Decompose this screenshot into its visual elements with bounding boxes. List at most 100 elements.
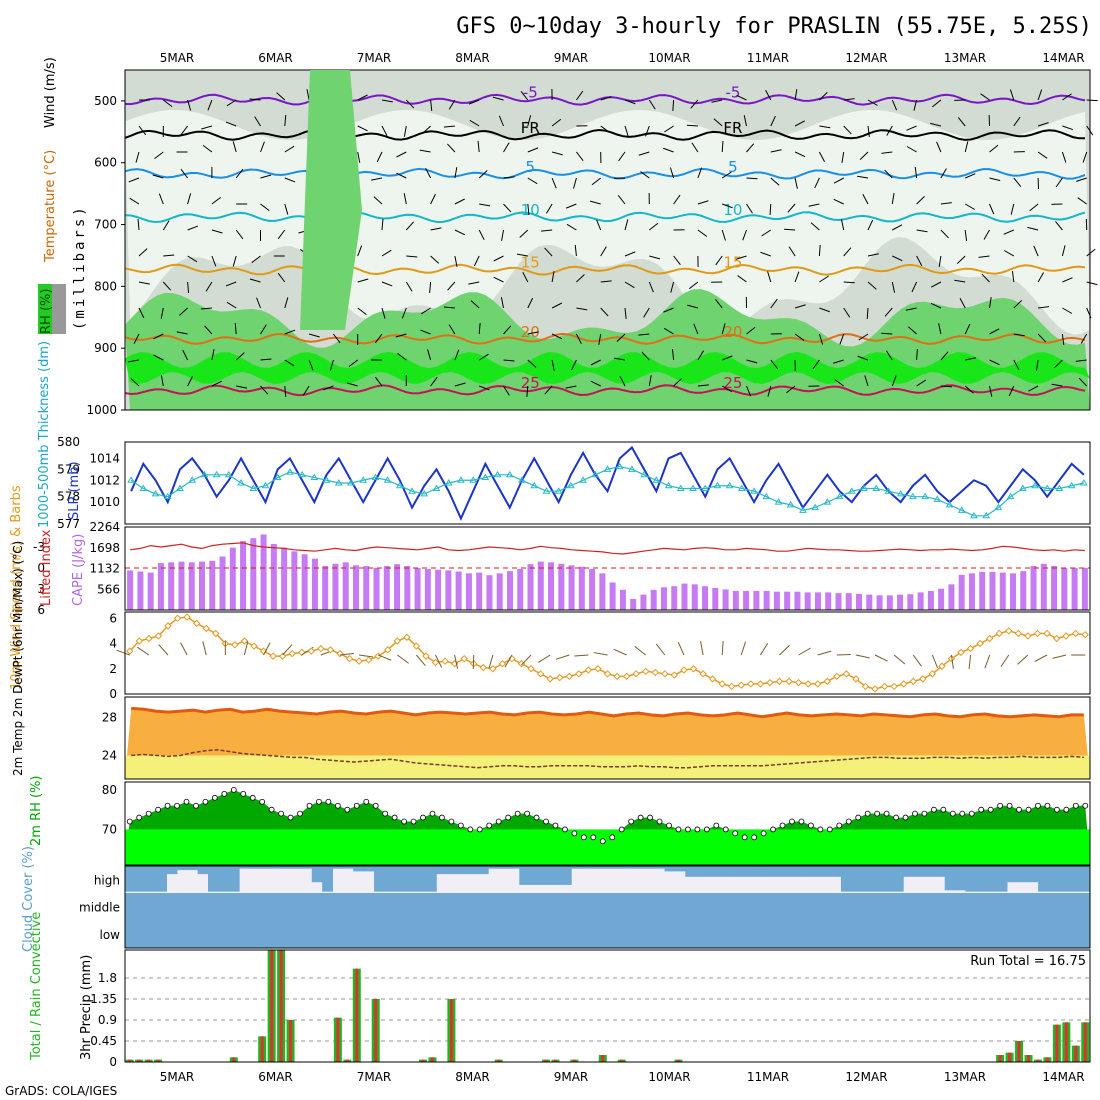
wind-barb <box>1054 359 1063 369</box>
wind-speed-point <box>1062 632 1070 640</box>
cloud-cell <box>861 920 873 948</box>
wind-barb <box>819 125 831 129</box>
cloud-cell <box>840 893 852 920</box>
wind-barb <box>576 307 588 311</box>
rh-point <box>666 822 672 829</box>
cloud-cell <box>477 866 489 875</box>
wind-barb <box>133 333 140 345</box>
wind-barb <box>866 307 869 320</box>
wind-barb <box>374 333 383 344</box>
wind-barb <box>546 203 553 214</box>
chart-title: GFS 0~10day 3-hourly for PRASLIN (55.75E… <box>456 14 1092 39</box>
wind-barb <box>906 146 917 153</box>
cape-bar <box>1051 566 1058 610</box>
wind-barb <box>746 359 758 364</box>
thickness-point <box>1031 481 1039 489</box>
pressure-tick-label: 900 <box>94 341 117 355</box>
cape-bar <box>897 594 904 610</box>
wind-barb <box>746 326 756 335</box>
wind-barb <box>1055 177 1063 188</box>
precip-convective-bar <box>137 1059 141 1062</box>
cape-bar <box>814 592 821 610</box>
wind-barb <box>1033 245 1039 257</box>
wind-barb <box>932 99 942 108</box>
wind-barb <box>687 304 699 309</box>
cloud-cell <box>799 893 811 920</box>
thickness-point <box>1043 484 1052 491</box>
cloud-cell <box>892 893 904 920</box>
thickness-point <box>628 465 636 472</box>
wind-barb <box>984 654 991 669</box>
wind-barb <box>722 203 733 209</box>
wind-barb <box>357 151 361 163</box>
wind-barb <box>779 644 790 656</box>
wind-barb <box>593 652 608 656</box>
cloud-cell <box>374 866 385 892</box>
cloud-cell <box>809 920 821 948</box>
thickness-point <box>1080 479 1088 486</box>
wind-barb <box>551 333 563 340</box>
wind-barb <box>527 359 537 368</box>
wind-speed-point <box>556 673 564 682</box>
cloud-cell <box>944 920 956 948</box>
wind-barb <box>443 306 455 309</box>
thickness-point <box>188 476 197 483</box>
cloud-cell <box>716 920 728 948</box>
precip-convective-bar <box>1055 1024 1059 1062</box>
cloud-cell <box>1069 920 1081 948</box>
cloud-cell <box>768 920 780 948</box>
wind-barb <box>886 125 893 136</box>
wind-barb <box>211 229 223 234</box>
wind-barb <box>469 119 480 127</box>
cloud-cell <box>778 920 790 948</box>
cloud-cell <box>477 893 489 920</box>
wind-barb <box>600 96 612 101</box>
precip-convective-bar <box>279 950 283 1062</box>
cloud-cell <box>332 866 344 869</box>
thickness-point <box>542 487 551 494</box>
wind-barb <box>284 329 296 335</box>
wind-barb <box>843 125 852 135</box>
wind-speed-point <box>756 680 765 688</box>
wind-barb <box>697 350 704 361</box>
cape-bar <box>301 554 308 610</box>
wind-barb <box>867 281 877 290</box>
wind-barb <box>715 299 723 309</box>
wind-barb <box>794 271 800 283</box>
cloud-cell <box>1017 893 1029 920</box>
cloud-cell <box>892 866 904 892</box>
wind-barb <box>862 194 869 205</box>
wind-barb <box>598 333 602 345</box>
wind-barb <box>454 654 459 669</box>
cloud-cell <box>145 920 157 948</box>
isotherm-label: -5 <box>725 84 740 102</box>
wind-barb <box>574 654 589 657</box>
rh-point <box>808 822 814 829</box>
cloud-cell <box>685 866 697 877</box>
isotherm-label: 20 <box>723 323 742 341</box>
thickness-point <box>835 492 844 500</box>
wind-speed-point <box>1052 634 1061 643</box>
wind-barb <box>526 385 529 398</box>
cape-bar <box>332 563 339 610</box>
cape-tick-label: 1698 <box>89 541 120 555</box>
wind-barb <box>697 200 709 205</box>
cape-li-panel: 566 1132 1698 2264 -3 0 3 6 Lifted Index CAPE (… <box>33 520 1091 617</box>
cloud-cell <box>363 866 375 872</box>
cape-bar <box>681 583 688 610</box>
cape-bar <box>568 565 575 610</box>
wind-barb <box>857 175 869 179</box>
cloud-cell <box>643 893 655 920</box>
precip-legend-label: Total / Rain Convective <box>29 912 44 1061</box>
temp2m-axis-label: 2m Temp 2m DewPt (6hr Min/Max) (°C) <box>11 541 25 776</box>
rh-point <box>580 834 587 841</box>
cloud-cell <box>1027 920 1039 948</box>
cape-bar <box>999 572 1006 610</box>
wind-barb <box>624 219 629 231</box>
date-label-top: 14MAR <box>1042 51 1084 65</box>
wind-barb <box>544 385 553 395</box>
cloud-cell <box>415 866 427 892</box>
thickness-point <box>224 470 233 478</box>
cloud-cell <box>944 893 956 920</box>
rh-point <box>136 814 143 821</box>
